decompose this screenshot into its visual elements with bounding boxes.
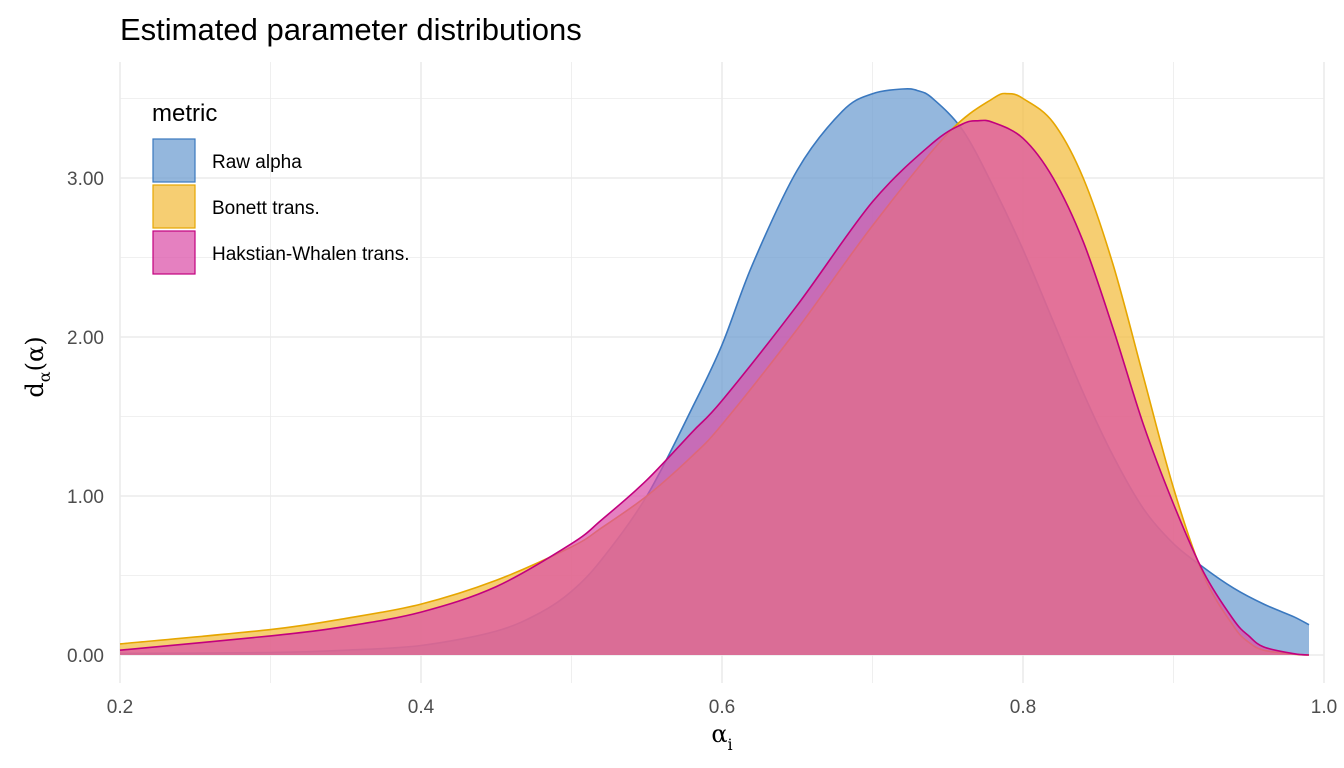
density-areas <box>119 87 1310 656</box>
legend-swatch <box>152 230 196 275</box>
chart-title: Estimated parameter distributions <box>120 12 582 47</box>
x-tick-label: 0.2 <box>107 697 133 718</box>
legend-title: metric <box>152 100 217 127</box>
y-axis-label-arg: (α) <box>21 336 49 371</box>
legend-items: Raw alpha Bonett trans. Hakstian-Whalen tr… <box>152 138 409 275</box>
x-tick-label: 1.0 <box>1311 697 1337 718</box>
series-2 <box>119 119 1310 656</box>
legend-label: Bonett trans. <box>212 198 320 219</box>
density-line <box>119 119 1310 656</box>
legend-item: Raw alpha <box>152 138 302 183</box>
legend-label: Raw alpha <box>212 152 302 173</box>
x-axis-label-sub: i <box>728 735 733 754</box>
y-axis-label-sub: α <box>35 371 54 382</box>
legend: metric Raw alpha Bonett trans. Hakstian-Wh… <box>152 100 409 275</box>
y-tick-label: 1.00 <box>67 487 104 508</box>
x-tick-label: 0.4 <box>408 697 435 718</box>
y-tick-label: 2.00 <box>67 328 104 349</box>
y-axis-label-base: d <box>21 382 49 397</box>
density-area <box>120 120 1309 656</box>
y-tick-label: 3.00 <box>67 169 104 190</box>
y-tick-label: 0.00 <box>67 646 104 667</box>
x-axis-label-base: α <box>711 720 727 748</box>
x-axis-label: αi <box>711 720 732 754</box>
legend-swatch <box>152 184 196 229</box>
legend-swatch <box>152 138 196 183</box>
x-tick-label: 0.6 <box>709 697 735 718</box>
x-tick-label: 0.8 <box>1010 697 1036 718</box>
legend-item: Bonett trans. <box>152 184 320 229</box>
tick-labels: 0.2 0.4 0.6 0.8 1.0 0.00 1.00 2.00 3.00 <box>67 169 1337 718</box>
legend-item: Hakstian-Whalen trans. <box>152 230 409 275</box>
legend-label: Hakstian-Whalen trans. <box>212 244 409 265</box>
y-axis-label: dα(α) <box>21 336 54 397</box>
